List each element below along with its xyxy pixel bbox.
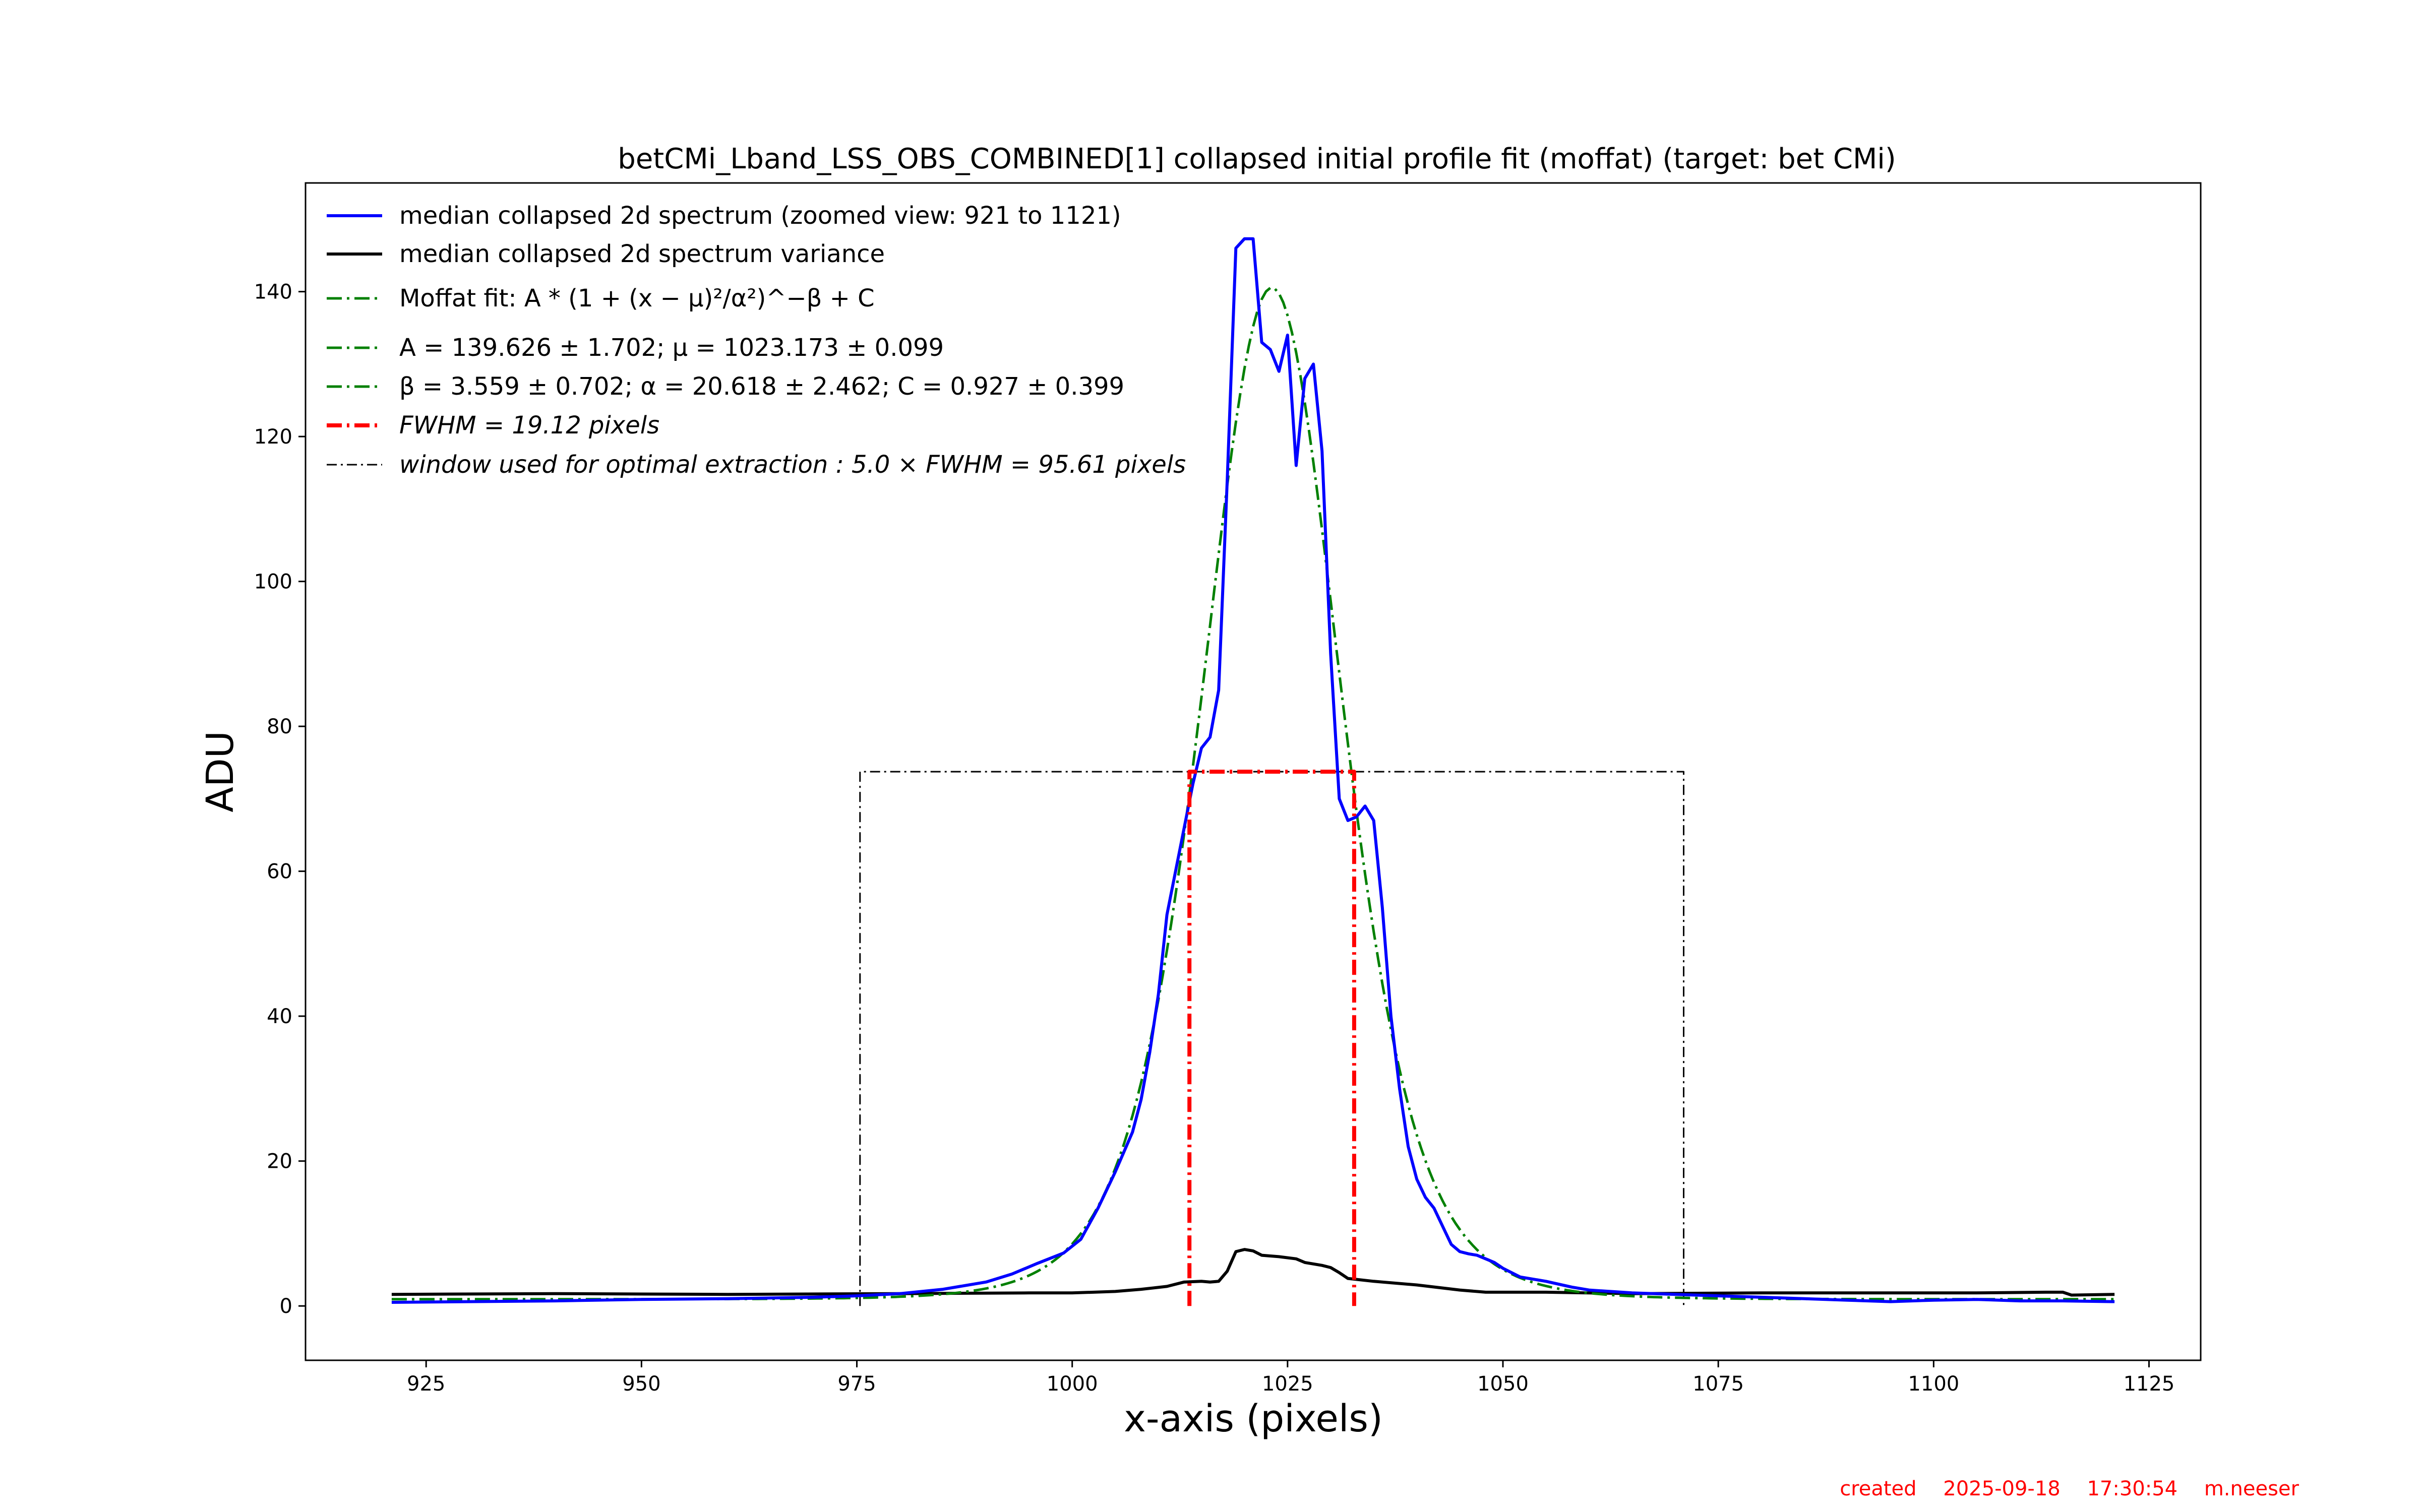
series-moffat-fit-line (391, 286, 2115, 1301)
y-tick-label: 20 (267, 1150, 292, 1173)
series-variance-line (391, 1248, 2115, 1297)
x-tick-label: 925 (407, 1372, 445, 1396)
series-fwhm-marker (1187, 770, 1356, 1306)
series-layer (391, 237, 2115, 1306)
x-tick-label: 1100 (1908, 1372, 1959, 1396)
x-tick-label: 1075 (1692, 1372, 1744, 1396)
x-axis-ticks: 925 950 975 1000 1025 1050 1075 1100 1125 (407, 1360, 2174, 1396)
footer-author: m.neeser (2204, 1477, 2300, 1500)
legend-entry-moffat: Moffat fit: A * (1 + (x − μ)²/α²)^−β + C (399, 284, 875, 312)
series-extraction-window (859, 771, 1684, 1306)
y-tick-label: 100 (254, 571, 292, 594)
x-tick-label: 975 (837, 1372, 876, 1396)
y-tick-label: 0 (280, 1295, 292, 1318)
y-tick-label: 140 (254, 281, 292, 304)
legend-entry-spectrum: median collapsed 2d spectrum (zoomed vie… (399, 202, 1121, 230)
x-tick-label: 1025 (1262, 1372, 1313, 1396)
legend-entry-params-1: A = 139.626 ± 1.702; μ = 1023.173 ± 0.09… (399, 334, 944, 362)
legend-entry-fwhm: FWHM = 19.12 pixels (399, 411, 659, 439)
x-axis-label: x-axis (pixels) (1124, 1397, 1383, 1440)
y-tick-label: 80 (267, 715, 292, 738)
footer-date: 2025-09-18 (1943, 1477, 2060, 1500)
footer-created: created 2025-09-18 17:30:54 m.neeser (1840, 1477, 2299, 1500)
y-axis-ticks: 0 20 40 60 80 100 120 140 (254, 281, 306, 1318)
legend-entry-window: window used for optimal extraction : 5.0… (399, 451, 1186, 479)
plot-frame (305, 182, 2202, 1361)
y-axis-label: ADU (199, 731, 242, 812)
x-tick-label: 950 (622, 1372, 660, 1396)
y-tick-label: 60 (267, 860, 292, 884)
y-tick-label: 120 (254, 425, 292, 449)
legend-entry-params-2: β = 3.559 ± 0.702; α = 20.618 ± 2.462; C… (399, 372, 1124, 401)
y-tick-label: 40 (267, 1005, 292, 1028)
chart-title: betCMi_Lband_LSS_OBS_COMBINED[1] collaps… (618, 143, 1896, 175)
x-tick-label: 1125 (2124, 1372, 2175, 1396)
legend-entry-variance: median collapsed 2d spectrum variance (399, 240, 885, 268)
series-spectrum-line (391, 237, 2115, 1304)
footer-created-label: created (1840, 1477, 1916, 1500)
x-tick-label: 1050 (1477, 1372, 1529, 1396)
legend: median collapsed 2d spectrum (zoomed vie… (327, 202, 1186, 479)
footer-time: 17:30:54 (2087, 1477, 2177, 1500)
x-tick-label: 1000 (1047, 1372, 1098, 1396)
